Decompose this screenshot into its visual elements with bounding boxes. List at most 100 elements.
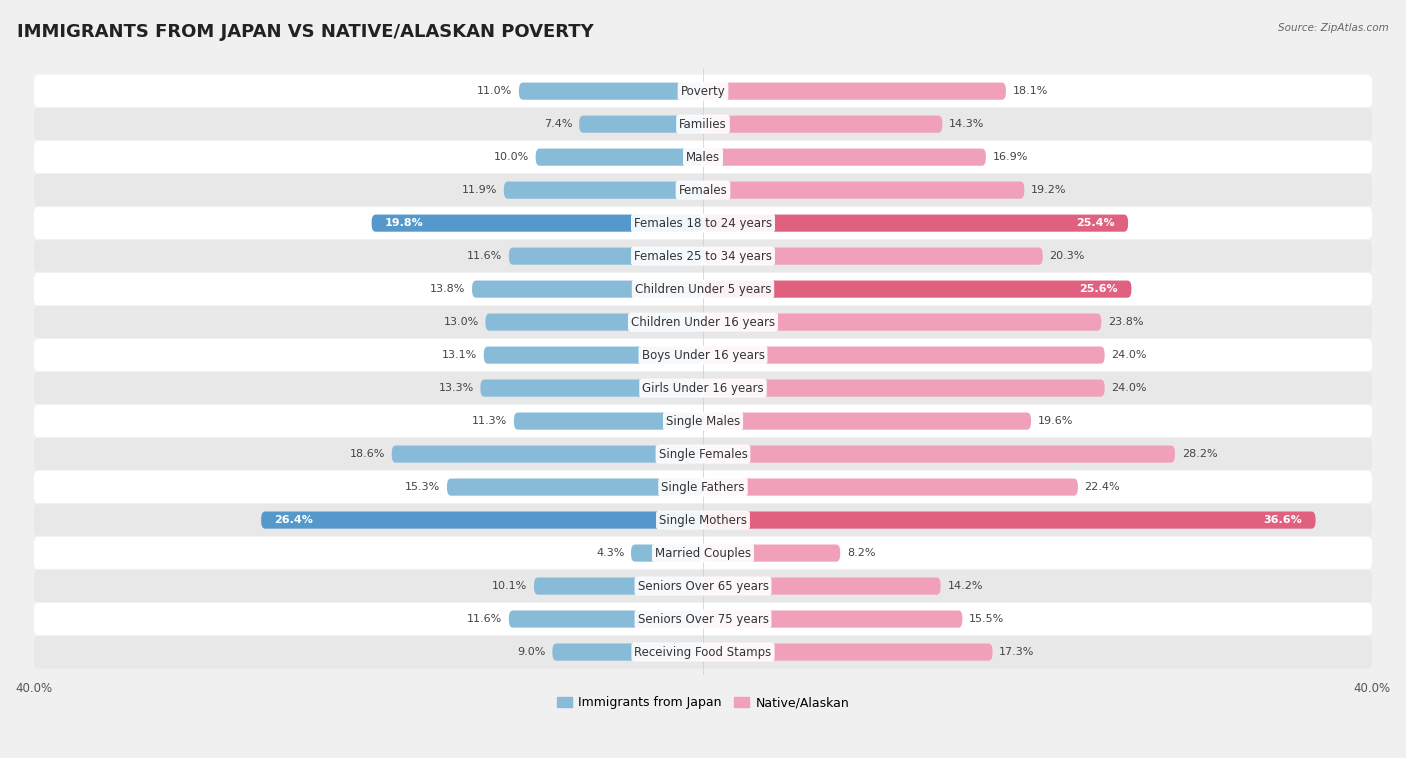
Text: 13.0%: 13.0% [443, 317, 478, 327]
FancyBboxPatch shape [534, 578, 703, 594]
FancyBboxPatch shape [513, 412, 703, 430]
FancyBboxPatch shape [703, 512, 1316, 528]
Text: 10.0%: 10.0% [494, 152, 529, 162]
Text: 36.6%: 36.6% [1264, 515, 1302, 525]
Text: 13.3%: 13.3% [439, 383, 474, 393]
FancyBboxPatch shape [703, 544, 841, 562]
Text: 13.1%: 13.1% [441, 350, 477, 360]
Text: Seniors Over 65 years: Seniors Over 65 years [637, 580, 769, 593]
Text: 15.5%: 15.5% [969, 614, 1004, 624]
Text: Families: Families [679, 117, 727, 130]
FancyBboxPatch shape [34, 603, 1372, 635]
Text: 19.6%: 19.6% [1038, 416, 1073, 426]
Text: Married Couples: Married Couples [655, 547, 751, 559]
FancyBboxPatch shape [34, 405, 1372, 437]
FancyBboxPatch shape [392, 446, 703, 462]
FancyBboxPatch shape [34, 273, 1372, 305]
Text: 20.3%: 20.3% [1049, 251, 1085, 261]
FancyBboxPatch shape [472, 280, 703, 298]
Text: Boys Under 16 years: Boys Under 16 years [641, 349, 765, 362]
FancyBboxPatch shape [371, 215, 703, 232]
FancyBboxPatch shape [703, 644, 993, 661]
FancyBboxPatch shape [34, 437, 1372, 471]
FancyBboxPatch shape [34, 471, 1372, 503]
Text: 17.3%: 17.3% [1000, 647, 1035, 657]
Text: 15.3%: 15.3% [405, 482, 440, 492]
FancyBboxPatch shape [703, 248, 1043, 265]
Text: 10.1%: 10.1% [492, 581, 527, 591]
FancyBboxPatch shape [703, 115, 942, 133]
FancyBboxPatch shape [703, 478, 1078, 496]
FancyBboxPatch shape [536, 149, 703, 166]
Text: 25.4%: 25.4% [1076, 218, 1115, 228]
FancyBboxPatch shape [34, 339, 1372, 371]
Text: 24.0%: 24.0% [1111, 350, 1147, 360]
Text: 11.9%: 11.9% [461, 185, 498, 195]
Text: 25.6%: 25.6% [1080, 284, 1118, 294]
Text: Females 25 to 34 years: Females 25 to 34 years [634, 249, 772, 262]
Text: 11.6%: 11.6% [467, 614, 502, 624]
Text: Children Under 16 years: Children Under 16 years [631, 315, 775, 329]
Text: 23.8%: 23.8% [1108, 317, 1143, 327]
FancyBboxPatch shape [703, 380, 1105, 396]
FancyBboxPatch shape [519, 83, 703, 100]
FancyBboxPatch shape [484, 346, 703, 364]
FancyBboxPatch shape [34, 141, 1372, 174]
FancyBboxPatch shape [703, 610, 963, 628]
FancyBboxPatch shape [34, 371, 1372, 405]
Text: Receiving Food Stamps: Receiving Food Stamps [634, 646, 772, 659]
Text: 11.6%: 11.6% [467, 251, 502, 261]
FancyBboxPatch shape [631, 544, 703, 562]
Legend: Immigrants from Japan, Native/Alaskan: Immigrants from Japan, Native/Alaskan [553, 691, 853, 715]
FancyBboxPatch shape [703, 83, 1005, 100]
FancyBboxPatch shape [34, 240, 1372, 273]
Text: Source: ZipAtlas.com: Source: ZipAtlas.com [1278, 23, 1389, 33]
FancyBboxPatch shape [703, 446, 1175, 462]
Text: Females: Females [679, 183, 727, 196]
Text: Single Males: Single Males [666, 415, 740, 428]
Text: 19.8%: 19.8% [385, 218, 423, 228]
Text: 11.0%: 11.0% [477, 86, 512, 96]
FancyBboxPatch shape [703, 182, 1025, 199]
FancyBboxPatch shape [703, 215, 1128, 232]
Text: Poverty: Poverty [681, 85, 725, 98]
FancyBboxPatch shape [262, 512, 703, 528]
Text: 26.4%: 26.4% [274, 515, 314, 525]
Text: 24.0%: 24.0% [1111, 383, 1147, 393]
FancyBboxPatch shape [553, 644, 703, 661]
FancyBboxPatch shape [703, 149, 986, 166]
FancyBboxPatch shape [34, 174, 1372, 207]
FancyBboxPatch shape [34, 108, 1372, 141]
Text: 11.3%: 11.3% [472, 416, 508, 426]
FancyBboxPatch shape [703, 412, 1031, 430]
FancyBboxPatch shape [34, 207, 1372, 240]
FancyBboxPatch shape [579, 115, 703, 133]
Text: 28.2%: 28.2% [1181, 449, 1218, 459]
FancyBboxPatch shape [503, 182, 703, 199]
Text: 14.2%: 14.2% [948, 581, 983, 591]
Text: Single Females: Single Females [658, 447, 748, 461]
Text: 16.9%: 16.9% [993, 152, 1028, 162]
Text: 9.0%: 9.0% [517, 647, 546, 657]
Text: 7.4%: 7.4% [544, 119, 572, 129]
FancyBboxPatch shape [703, 280, 1132, 298]
Text: 8.2%: 8.2% [846, 548, 876, 558]
Text: 22.4%: 22.4% [1084, 482, 1121, 492]
Text: 18.1%: 18.1% [1012, 86, 1047, 96]
FancyBboxPatch shape [34, 537, 1372, 569]
FancyBboxPatch shape [481, 380, 703, 396]
Text: Males: Males [686, 151, 720, 164]
FancyBboxPatch shape [34, 503, 1372, 537]
Text: Seniors Over 75 years: Seniors Over 75 years [637, 612, 769, 625]
FancyBboxPatch shape [447, 478, 703, 496]
Text: 14.3%: 14.3% [949, 119, 984, 129]
FancyBboxPatch shape [509, 248, 703, 265]
Text: IMMIGRANTS FROM JAPAN VS NATIVE/ALASKAN POVERTY: IMMIGRANTS FROM JAPAN VS NATIVE/ALASKAN … [17, 23, 593, 41]
Text: 13.8%: 13.8% [430, 284, 465, 294]
Text: Single Mothers: Single Mothers [659, 514, 747, 527]
Text: Girls Under 16 years: Girls Under 16 years [643, 381, 763, 395]
Text: 19.2%: 19.2% [1031, 185, 1067, 195]
FancyBboxPatch shape [34, 635, 1372, 669]
FancyBboxPatch shape [703, 578, 941, 594]
FancyBboxPatch shape [34, 74, 1372, 108]
